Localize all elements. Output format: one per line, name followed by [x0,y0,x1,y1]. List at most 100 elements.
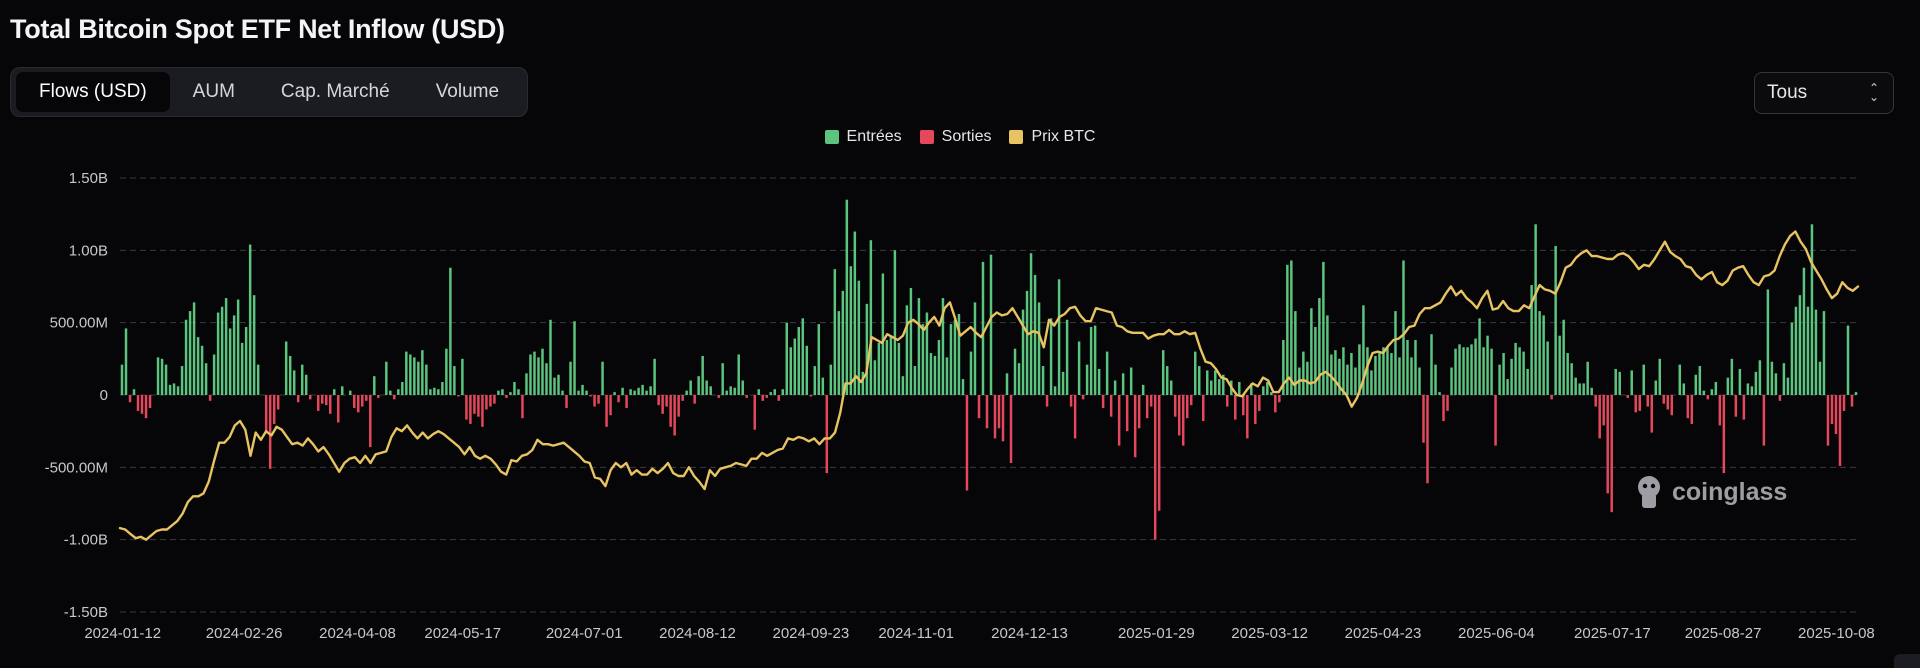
btc-price-line [118,230,1860,541]
inflow-bar [1502,353,1505,395]
inflow-bar [1654,380,1658,395]
watermark-text: coinglass [1672,477,1788,506]
inflow-bar [861,371,865,395]
metric-tabs: Flows (USD) AUM Cap. Marché Volume [10,67,529,117]
inflow-bar [385,361,388,395]
inflow-bar [769,392,772,395]
corner-button[interactable] [1894,654,1920,668]
x-tick-label: 2025-08-27 [1685,625,1762,642]
inflow-bar [913,366,917,395]
inflow-bar [1065,319,1069,395]
inflow-bar [633,390,636,395]
outflow-bar [1550,395,1553,400]
inflow-bar [1169,380,1173,395]
inflow-bar [421,350,424,395]
outflow-bar [761,395,764,401]
outflow-bar [1650,395,1653,433]
inflow-bar [1049,318,1053,395]
time-range-value: Tous [1767,82,1808,103]
outflow-bar [809,395,813,397]
outflow-bar [1606,395,1609,494]
outflow-bar [681,395,684,401]
outflow-bar [1638,395,1641,411]
outflow-bar [485,395,488,410]
outflow-bar [1242,395,1245,416]
inflow-bar [969,351,973,395]
outflow-bar [1830,395,1834,424]
inflow-bar [300,364,304,395]
tab-market-cap[interactable]: Cap. Marché [280,81,390,102]
inflow-bar [1454,348,1457,395]
time-range-select[interactable]: Tous ⌃ ⌄ [1754,72,1894,114]
inflow-bar [252,295,256,395]
coinglass-logo-icon [1638,476,1660,508]
inflow-bar [1362,305,1365,395]
legend-item-price[interactable]: Prix BTC [1009,128,1095,146]
inflow-bar [1270,392,1273,395]
inflow-bar [1354,367,1357,395]
inflow-bar [1526,368,1529,395]
outflow-bar [144,395,148,419]
inflow-bar [1021,309,1025,395]
outflow-bar [140,395,144,414]
inflow-bar [437,389,440,395]
inflow-bar [1542,315,1545,395]
inflow-bar [1782,363,1786,395]
outflow-bar [1045,395,1049,407]
inflow-bar [541,348,544,395]
outflow-bar [1838,395,1842,466]
tab-flows[interactable]: Flows (USD) [16,72,170,112]
outflow-bar [1246,395,1249,439]
inflow-bar [1562,319,1565,395]
inflow-bar [529,354,532,395]
inflow-bar [1061,371,1065,395]
outflow-bar [777,395,780,401]
outflow-bar [1234,395,1237,420]
outflow-bar [1069,395,1073,407]
inflow-bar [1714,381,1718,395]
inflow-bar [1250,383,1253,395]
inflow-bar [1766,289,1770,395]
inflow-bar [1546,341,1549,395]
legend-item-inflow[interactable]: Entrées [824,128,902,146]
outflow-bar [605,395,608,427]
outflow-bar [1442,395,1445,422]
inflow-bar [833,269,837,395]
outflow-bar [625,395,628,409]
outflow-bar [1602,395,1605,426]
inflow-bar [629,389,632,395]
outflow-bar [296,395,300,403]
tab-aum[interactable]: AUM [192,81,235,102]
inflow-bar [1330,354,1333,395]
inflow-bar [1370,370,1373,395]
inflow-bar [1374,355,1377,395]
legend-item-outflow[interactable]: Sorties [919,128,991,146]
inflow-bar [405,351,408,395]
outflow-bar [1202,395,1205,422]
inflow-bar [1538,311,1541,395]
inflow-bar [841,290,845,395]
inflow-bar [449,267,452,395]
outflow-bar [745,395,748,398]
outflow-bar [1690,395,1694,424]
inflow-bar [1726,377,1730,395]
y-tick-label: 1.50B [69,170,108,187]
inflow-bar [813,366,817,395]
inflow-bar [1434,364,1437,395]
outflow-bar [1686,395,1690,419]
outflow-bar [1646,395,1649,407]
outflow-bar [1422,395,1425,443]
outflow-bar [1117,395,1121,446]
inflow-bar [613,392,616,395]
x-tick-label: 2024-05-17 [424,625,501,642]
tab-volume[interactable]: Volume [435,81,500,102]
inflow-bar [793,338,797,395]
inflow-bar [645,390,648,395]
inflow-bar [1582,383,1585,395]
inflow-bar [1378,351,1381,395]
inflow-bar [701,355,704,395]
inflow-bar [1386,347,1389,395]
inflow-bar [737,354,740,395]
inflow-bar [889,337,893,395]
x-tick-label: 2025-01-29 [1118,625,1195,642]
